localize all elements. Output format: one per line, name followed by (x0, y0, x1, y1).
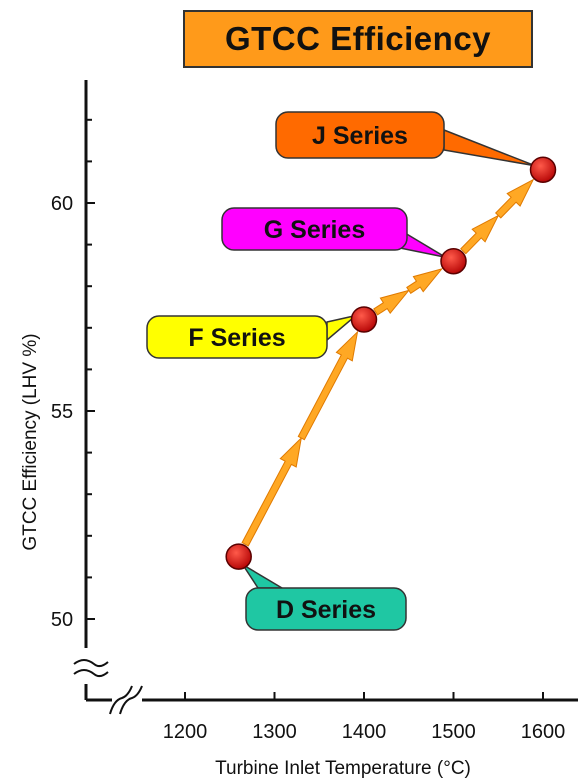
y-tick-label: 55 (51, 401, 73, 423)
y-axis-break-mark (73, 659, 109, 678)
callout-label: G Series (264, 216, 365, 244)
chart-title: GTCC Efficiency (224, 20, 492, 57)
y-tick-label: 60 (51, 193, 73, 215)
callout-f-series: F Series (146, 314, 357, 359)
callout-d-series: D Series (242, 563, 407, 631)
callout-j-series: J Series (275, 111, 536, 167)
data-point-marker (440, 247, 467, 275)
progression-arrow-2-0 (460, 214, 500, 255)
progression-arrow-0-0 (241, 436, 303, 547)
progression-arrow-2-1 (494, 178, 535, 219)
x-tick-label: 1400 (342, 721, 387, 743)
callout-label: D Series (276, 596, 376, 624)
callout-box (275, 111, 445, 159)
data-point-marker (350, 306, 378, 333)
callout-label: F Series (188, 324, 285, 352)
x-tick-label: 1300 (252, 721, 297, 743)
x-axis-label: Turbine Inlet Temperature (°C) (215, 758, 471, 779)
callout-g-series: G Series (221, 207, 446, 258)
progression-arrow-1-0 (373, 289, 411, 316)
chart-title-box: GTCC Efficiency (183, 10, 533, 68)
x-tick-label: 1200 (163, 721, 208, 743)
progression-arrow-0-1 (297, 330, 359, 441)
callout-tail (443, 128, 536, 167)
callout-label: J Series (312, 122, 408, 150)
x-tick-label: 1600 (521, 721, 566, 743)
callout-box (146, 315, 328, 359)
callout-box (221, 207, 408, 251)
progression-arrow-1-1 (406, 268, 444, 294)
data-point-marker (529, 156, 557, 183)
y-axis-label: GTCC Efficiency (LHV %) (20, 333, 41, 550)
y-tick-label: 50 (51, 609, 73, 631)
x-axis-break-mark (109, 685, 143, 715)
x-tick-label: 1500 (431, 721, 476, 743)
callout-tail (242, 563, 285, 589)
data-point-marker (225, 543, 252, 570)
callout-box (245, 587, 407, 631)
